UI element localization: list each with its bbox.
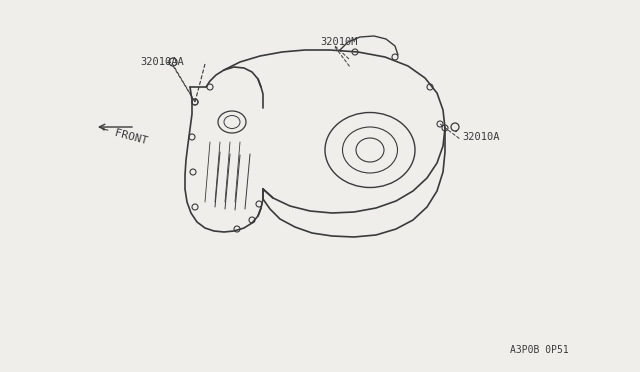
Text: 32010M: 32010M (320, 37, 358, 47)
Text: A3P0B 0P51: A3P0B 0P51 (510, 345, 569, 355)
Text: 32010AA: 32010AA (140, 57, 184, 67)
Text: ← FRONT: ← FRONT (100, 124, 148, 146)
Text: 32010A: 32010A (462, 132, 499, 142)
